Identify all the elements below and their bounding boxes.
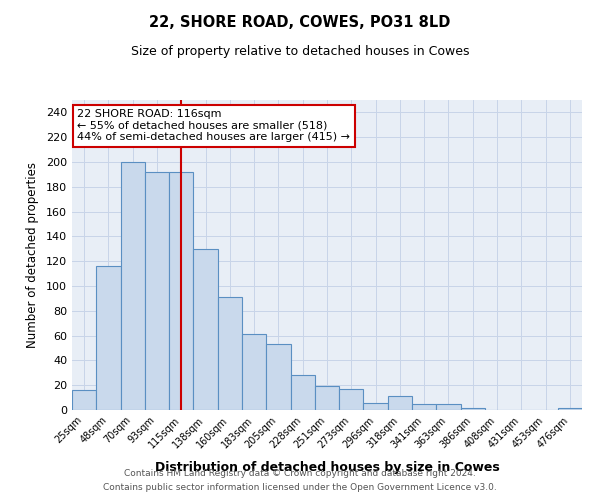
- Bar: [558, 408, 582, 410]
- Bar: [145, 172, 169, 410]
- Bar: [169, 172, 193, 410]
- Bar: [193, 249, 218, 410]
- Text: 22, SHORE ROAD, COWES, PO31 8LD: 22, SHORE ROAD, COWES, PO31 8LD: [149, 15, 451, 30]
- Bar: [121, 162, 145, 410]
- Bar: [218, 297, 242, 410]
- Bar: [388, 396, 412, 410]
- Bar: [96, 266, 121, 410]
- Bar: [315, 386, 339, 410]
- Bar: [72, 390, 96, 410]
- Y-axis label: Number of detached properties: Number of detached properties: [26, 162, 39, 348]
- X-axis label: Distribution of detached houses by size in Cowes: Distribution of detached houses by size …: [155, 461, 499, 474]
- Bar: [436, 404, 461, 410]
- Bar: [242, 334, 266, 410]
- Text: 22 SHORE ROAD: 116sqm
← 55% of detached houses are smaller (518)
44% of semi-det: 22 SHORE ROAD: 116sqm ← 55% of detached …: [77, 110, 350, 142]
- Text: Contains public sector information licensed under the Open Government Licence v3: Contains public sector information licen…: [103, 484, 497, 492]
- Bar: [461, 408, 485, 410]
- Text: Contains HM Land Registry data © Crown copyright and database right 2024.: Contains HM Land Registry data © Crown c…: [124, 468, 476, 477]
- Bar: [290, 376, 315, 410]
- Text: Size of property relative to detached houses in Cowes: Size of property relative to detached ho…: [131, 45, 469, 58]
- Bar: [364, 402, 388, 410]
- Bar: [412, 404, 436, 410]
- Bar: [339, 389, 364, 410]
- Bar: [266, 344, 290, 410]
